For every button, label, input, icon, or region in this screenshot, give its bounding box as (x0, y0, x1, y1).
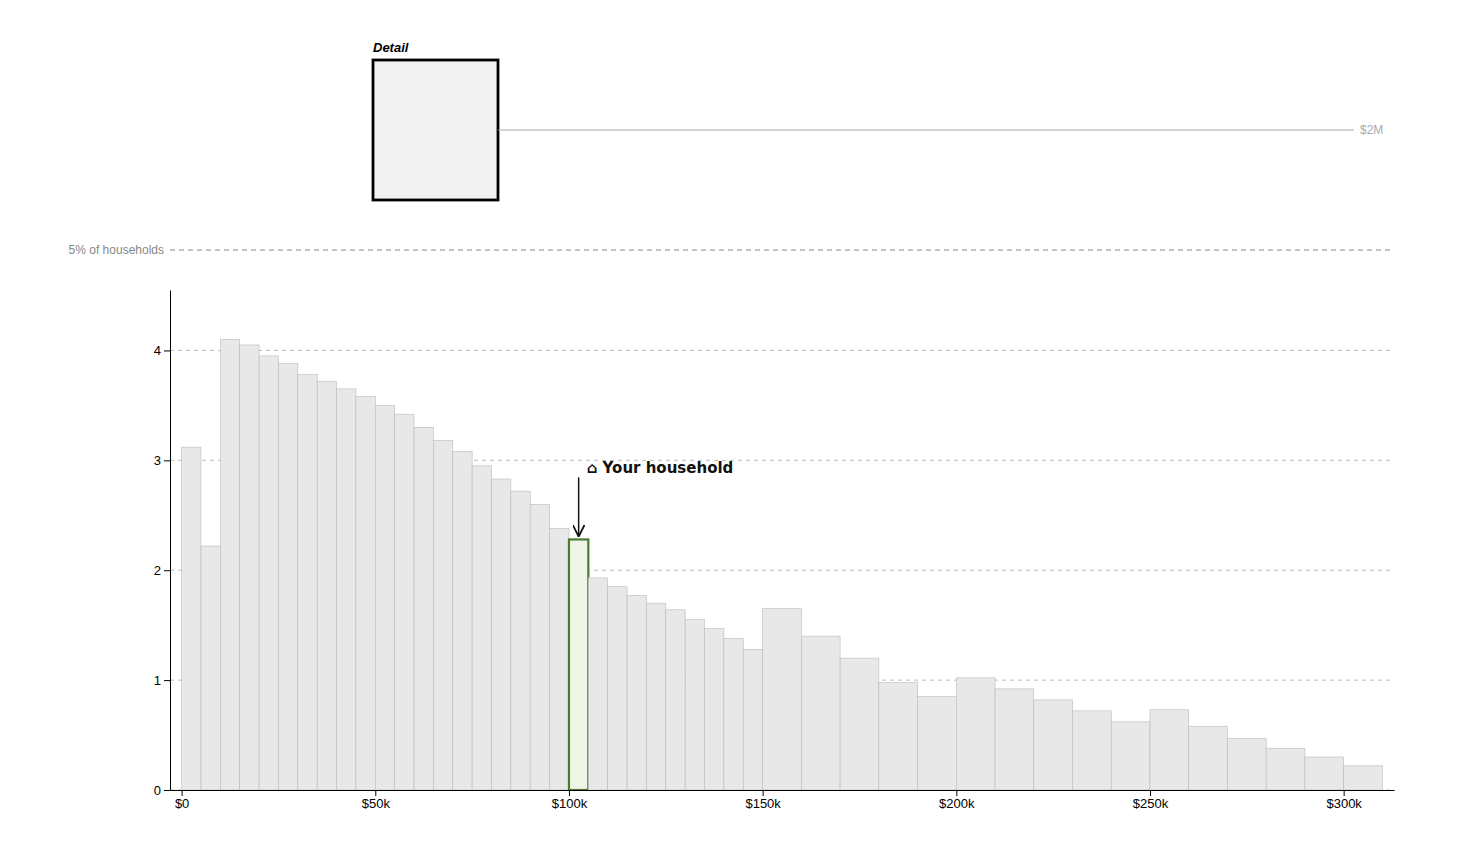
bar (918, 697, 957, 790)
bar (1266, 748, 1305, 790)
x-tick: $300k (1326, 790, 1362, 811)
bars (182, 339, 1383, 790)
bar (569, 539, 588, 790)
x-tick-label: $300k (1326, 796, 1362, 811)
bar (414, 427, 433, 790)
x-tick-label: $250k (1133, 796, 1169, 811)
bar (1111, 722, 1150, 790)
five-pct-line (170, 249, 1394, 250)
x-tick-mark (182, 790, 183, 796)
chart: $0 $50k $100k $150k $200k $250k $300k 0 1 2 3 4 ⌂ Yo… (0, 0, 1464, 860)
bar (840, 658, 879, 790)
bar (375, 405, 394, 790)
x-tick-label: $0 (175, 796, 189, 811)
bar (356, 397, 375, 790)
y-tick-label: 0 (154, 783, 161, 798)
x-tick: $100k (552, 790, 588, 811)
five-pct-label: 5% of households (69, 243, 164, 257)
bar (801, 636, 840, 790)
bar (724, 638, 743, 790)
x-axis: $0 $50k $100k $150k $200k $250k $300k (171, 790, 1395, 811)
bar (743, 649, 762, 790)
x-tick-mark (1344, 790, 1345, 796)
detail-label: Detail (373, 40, 409, 55)
x-tick: $250k (1133, 790, 1169, 811)
x-tick-mark (763, 790, 764, 796)
bar (550, 528, 569, 790)
x-tick-label: $150k (745, 796, 781, 811)
y-axis: 0 1 2 3 4 (154, 291, 171, 798)
bar (1227, 738, 1266, 790)
y-tick-label: 1 (154, 673, 161, 688)
bar (608, 587, 627, 790)
annotation-arrow (578, 477, 580, 535)
bar (240, 345, 259, 790)
bar (317, 381, 336, 790)
y-tick-label: 4 (154, 343, 161, 358)
bar (395, 414, 414, 790)
bar (433, 441, 452, 790)
bar (879, 682, 918, 790)
bar (1150, 710, 1189, 790)
bar (1189, 726, 1228, 790)
bar (278, 364, 297, 790)
y-axis-line (170, 291, 171, 791)
bar (685, 620, 704, 790)
bar (956, 678, 995, 790)
y-tick: 4 (154, 343, 170, 358)
x-tick-mark (956, 790, 957, 796)
y-tick: 1 (154, 673, 170, 688)
bar (646, 603, 665, 790)
grid-line (170, 350, 1394, 351)
y-tick: 2 (154, 563, 170, 578)
bar (201, 546, 220, 790)
bar (491, 479, 510, 790)
y-tick-label: 3 (154, 453, 161, 468)
grid (170, 350, 1394, 790)
bar (298, 375, 317, 790)
x-tick: $200k (939, 790, 975, 811)
bar (511, 491, 530, 790)
x-tick-mark (1150, 790, 1151, 796)
bar (1305, 757, 1344, 790)
bar (588, 578, 607, 790)
bar (530, 504, 549, 790)
y-tick-mark (164, 350, 170, 351)
bar (220, 339, 239, 790)
x-tick-label: $200k (939, 796, 975, 811)
bar (627, 595, 646, 790)
x-tick-label: $50k (362, 796, 391, 811)
x-tick: $50k (362, 790, 391, 811)
y-tick: 0 (154, 783, 170, 798)
bar (453, 452, 472, 790)
y-tick-label: 2 (154, 563, 161, 578)
bar (705, 628, 724, 790)
bar (472, 466, 491, 790)
y-tick-mark (164, 460, 170, 461)
detail-line (498, 129, 1354, 130)
bar (995, 689, 1034, 790)
x-tick: $150k (745, 790, 781, 811)
detail-end-label: $2M (1360, 123, 1383, 137)
bar (1034, 700, 1073, 790)
x-tick: $0 (175, 790, 189, 811)
x-axis-line (171, 790, 1395, 791)
bar (337, 389, 356, 790)
y-tick: 3 (154, 453, 170, 468)
x-tick-mark (375, 790, 376, 796)
annotation-text: ⌂ Your household (587, 459, 734, 477)
x-tick-label: $100k (552, 796, 588, 811)
detail-box (373, 60, 498, 200)
bar (763, 609, 802, 790)
bar (182, 447, 201, 790)
bar (1344, 766, 1383, 790)
y-tick-mark (164, 790, 170, 791)
bar (666, 610, 685, 790)
x-tick-mark (569, 790, 570, 796)
bar (259, 356, 278, 790)
y-tick-mark (164, 680, 170, 681)
y-tick-mark (164, 570, 170, 571)
bar (1073, 711, 1112, 790)
